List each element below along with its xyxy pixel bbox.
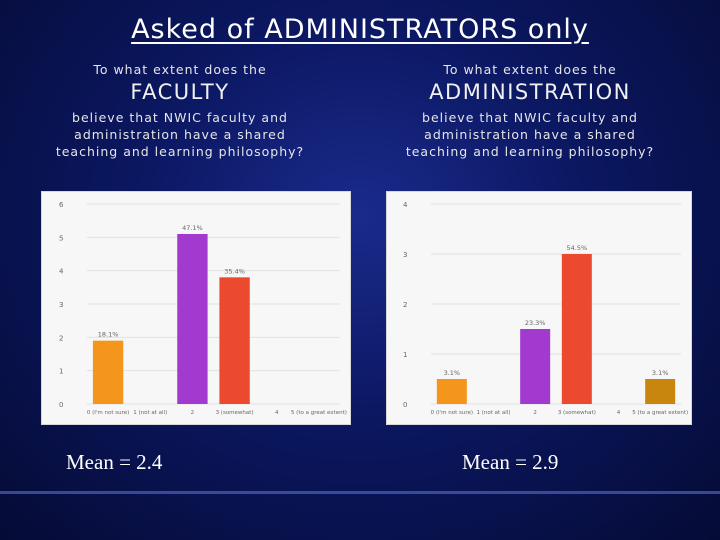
x-tick-label: 4	[275, 410, 279, 416]
left-question-line-2: administration have a shared	[74, 127, 286, 142]
slide-title-text: Asked of ADMINISTRATORS only	[131, 14, 589, 45]
bar-data-label: 23.3%	[525, 319, 546, 327]
bar	[177, 234, 208, 404]
bar	[520, 329, 551, 404]
right-mean: Mean = 2.9	[462, 450, 559, 474]
x-tick-label: 1 (not at all)	[477, 410, 511, 416]
y-tick-label: 4	[403, 201, 408, 209]
left-question-block: To what extent does the FACULTY believe …	[10, 62, 350, 160]
left-subject: FACULTY	[130, 80, 230, 104]
y-tick-label: 2	[403, 301, 407, 309]
y-tick-label: 5	[59, 234, 63, 242]
y-tick-label: 3	[403, 251, 407, 259]
bar-data-label: 3.1%	[652, 369, 669, 377]
bar	[92, 340, 124, 404]
x-tick-label: 5 (to a great extent)	[291, 410, 347, 416]
right-intro: To what extent does the	[443, 62, 617, 77]
x-tick-label: 0 (I'm not sure)	[431, 410, 473, 416]
bar-data-label: 54.5%	[567, 244, 588, 252]
bar	[561, 254, 592, 404]
bar	[219, 277, 250, 404]
x-tick-label: 3 (somewhat)	[216, 410, 254, 416]
y-tick-label: 1	[59, 368, 63, 376]
right-question-line-2: administration have a shared	[424, 127, 636, 142]
administration-chart-panel: 0 1 2 3 4 3.1% 0 (I'm not sure) 1 (not at all) 2…	[386, 191, 692, 425]
right-question-line-3: teaching and learning philosophy?	[405, 144, 655, 159]
bar-data-label: 18.1%	[98, 331, 119, 339]
x-tick-label: 5 (to a great extent)	[632, 410, 688, 416]
bar	[645, 379, 676, 404]
left-question-line-3: teaching and learning philosophy?	[55, 144, 305, 159]
y-tick-label: 2	[59, 334, 63, 342]
left-question-line-1: believe that NWIC faculty and	[72, 110, 288, 125]
y-tick-label: 4	[59, 268, 64, 276]
slide-title: Asked of ADMINISTRATORS only	[0, 14, 720, 45]
left-intro: To what extent does the	[93, 62, 267, 77]
bar-data-label: 35.4%	[224, 267, 245, 275]
faculty-bar-chart: 0 1 2 3 4 5 6 18.1% 0 (I'm not sure) 1 (not at al…	[59, 201, 347, 416]
bottom-divider	[0, 491, 720, 494]
x-tick-label: 1 (not at all)	[133, 410, 167, 416]
faculty-chart-panel: 0 1 2 3 4 5 6 18.1% 0 (I'm not sure) 1 (not at al…	[41, 191, 351, 425]
left-mean: Mean = 2.4	[66, 450, 163, 474]
bar-data-label: 47.1%	[182, 224, 203, 232]
x-tick-label: 2	[533, 410, 537, 416]
right-question-line-1: believe that NWIC faculty and	[422, 110, 638, 125]
x-tick-label: 2	[191, 410, 195, 416]
x-tick-label: 3 (somewhat)	[558, 410, 596, 416]
y-tick-label: 6	[59, 201, 64, 209]
y-tick-label: 0	[59, 401, 63, 409]
y-tick-label: 3	[59, 301, 63, 309]
x-tick-label: 4	[617, 410, 621, 416]
bar	[436, 379, 467, 404]
x-tick-label: 0 (I'm not sure)	[87, 410, 129, 416]
right-question: believe that NWIC faculty and administra…	[360, 109, 700, 160]
right-subject: ADMINISTRATION	[429, 80, 631, 104]
y-tick-label: 0	[403, 401, 407, 409]
left-question: believe that NWIC faculty and administra…	[10, 109, 350, 160]
right-question-block: To what extent does the ADMINISTRATION b…	[360, 62, 700, 160]
administration-bar-chart: 0 1 2 3 4 3.1% 0 (I'm not sure) 1 (not at all) 2…	[403, 201, 688, 416]
y-tick-label: 1	[403, 351, 407, 359]
bar-data-label: 3.1%	[444, 369, 461, 377]
